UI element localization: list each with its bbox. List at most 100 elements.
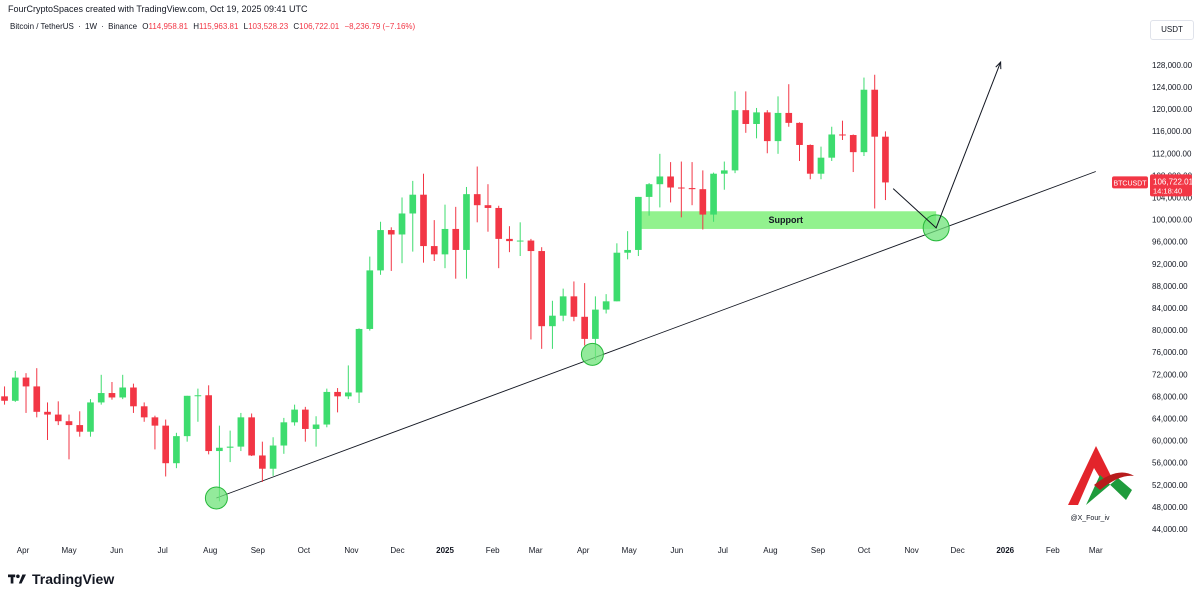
candle-down <box>205 385 212 455</box>
candle-up <box>173 432 180 469</box>
candle-body <box>753 112 760 124</box>
y-tick-label: 88,000.00 <box>1152 282 1188 291</box>
candle-down <box>248 413 255 457</box>
y-tick-label: 84,000.00 <box>1152 304 1188 313</box>
candle-down <box>473 166 481 223</box>
candle-body <box>871 89 879 137</box>
candle-up <box>366 256 374 331</box>
candle-body <box>495 207 503 239</box>
symbol-name[interactable]: Bitcoin / TetherUS <box>10 22 74 31</box>
y-tick-label: 72,000.00 <box>1152 370 1188 379</box>
touch-point-circle <box>204 486 228 510</box>
x-tick-label: May <box>61 546 76 555</box>
candle-body <box>183 395 191 437</box>
candle-down <box>806 144 814 180</box>
interval-label[interactable]: 1W <box>85 22 97 31</box>
candle-up <box>355 328 363 403</box>
x-tick-label: Sep <box>251 546 266 555</box>
candle-up <box>635 196 642 257</box>
candle-body <box>839 134 846 136</box>
candle-up <box>291 404 298 426</box>
high-value: 115,963.81 <box>198 22 239 31</box>
candle-body <box>1 396 8 401</box>
ticker-badge-text: BTCUSDT <box>1113 180 1147 187</box>
candle-up <box>549 300 556 349</box>
candle-body <box>516 240 524 242</box>
candle-up <box>817 146 825 180</box>
candle-body <box>97 393 105 403</box>
candle-up <box>183 395 191 442</box>
candle-up <box>323 388 331 428</box>
candle-up <box>97 374 105 405</box>
watermark-handle: @X_Four_iv <box>1070 515 1110 522</box>
candle-down <box>65 414 73 460</box>
candle-body <box>613 252 621 302</box>
candle-down <box>430 220 438 261</box>
candle-up <box>269 437 277 476</box>
candle-body <box>635 196 642 250</box>
y-tick-label: 92,000.00 <box>1152 260 1188 269</box>
tradingview-logo[interactable]: TradingView <box>8 571 114 587</box>
candle-down <box>33 368 41 418</box>
candle-body <box>11 377 19 401</box>
watermark-swoosh <box>1094 472 1134 490</box>
candle-body <box>302 409 309 429</box>
touch-point-circle <box>580 342 604 366</box>
candle-body <box>173 436 180 464</box>
y-tick-label: 44,000.00 <box>1152 525 1188 534</box>
candle-down <box>140 402 148 422</box>
candle-up <box>774 96 782 154</box>
y-tick-label: 76,000.00 <box>1152 348 1188 357</box>
candle-up <box>656 153 664 208</box>
candle-body <box>656 176 664 185</box>
candle-up <box>312 416 320 447</box>
candle-body <box>441 228 449 255</box>
candle-body <box>54 414 62 422</box>
candle-body <box>484 205 492 208</box>
candle-body <box>323 391 331 425</box>
candle-body <box>785 112 793 123</box>
x-tick-label: Aug <box>203 546 217 555</box>
last-price-text: 106,722.01 <box>1153 177 1194 186</box>
candle-down <box>871 74 879 209</box>
candle-body <box>828 134 836 158</box>
candle-up <box>516 222 524 257</box>
candle-down <box>44 402 51 440</box>
currency-button[interactable]: USDT <box>1150 20 1194 40</box>
candle-body <box>452 228 460 250</box>
y-tick-label: 124,000.00 <box>1152 83 1193 92</box>
candle-body <box>355 328 363 393</box>
x-tick-label: Feb <box>1046 546 1060 555</box>
candle-down <box>796 122 803 161</box>
projection-layer <box>892 60 1002 229</box>
x-tick-label: 2026 <box>996 546 1014 555</box>
candle-down <box>484 184 492 232</box>
y-tick-label: 64,000.00 <box>1152 414 1188 423</box>
candle-down <box>570 281 578 322</box>
ticker-badge <box>1112 176 1148 189</box>
candle-up <box>720 161 728 190</box>
symbol-ohlc-bar: Bitcoin / TetherUS · 1W · Binance O114,9… <box>10 22 416 31</box>
candle-body <box>430 246 438 255</box>
support-label: Support <box>769 215 804 225</box>
candle-up <box>409 180 417 252</box>
candle-down <box>54 401 62 426</box>
candle-body <box>108 393 116 398</box>
candle-down <box>699 170 707 230</box>
candle-body <box>506 238 513 242</box>
candle-body <box>720 170 728 174</box>
y-tick-label: 112,000.00 <box>1152 149 1192 158</box>
candle-body <box>269 445 277 469</box>
candle-body <box>387 230 395 235</box>
candle-body <box>291 409 298 423</box>
candle-body <box>688 188 696 190</box>
candle-up <box>753 107 760 139</box>
candle-body <box>699 189 707 215</box>
candle-down <box>849 134 857 173</box>
candles-layer <box>1 74 889 502</box>
candle-down <box>882 131 889 201</box>
time-axis: Apr May Jun Jul Aug Sep Oct Nov Dec 2025 Feb Mar Apr… <box>17 546 1103 555</box>
candle-body <box>377 230 384 271</box>
candle-down <box>162 419 170 477</box>
